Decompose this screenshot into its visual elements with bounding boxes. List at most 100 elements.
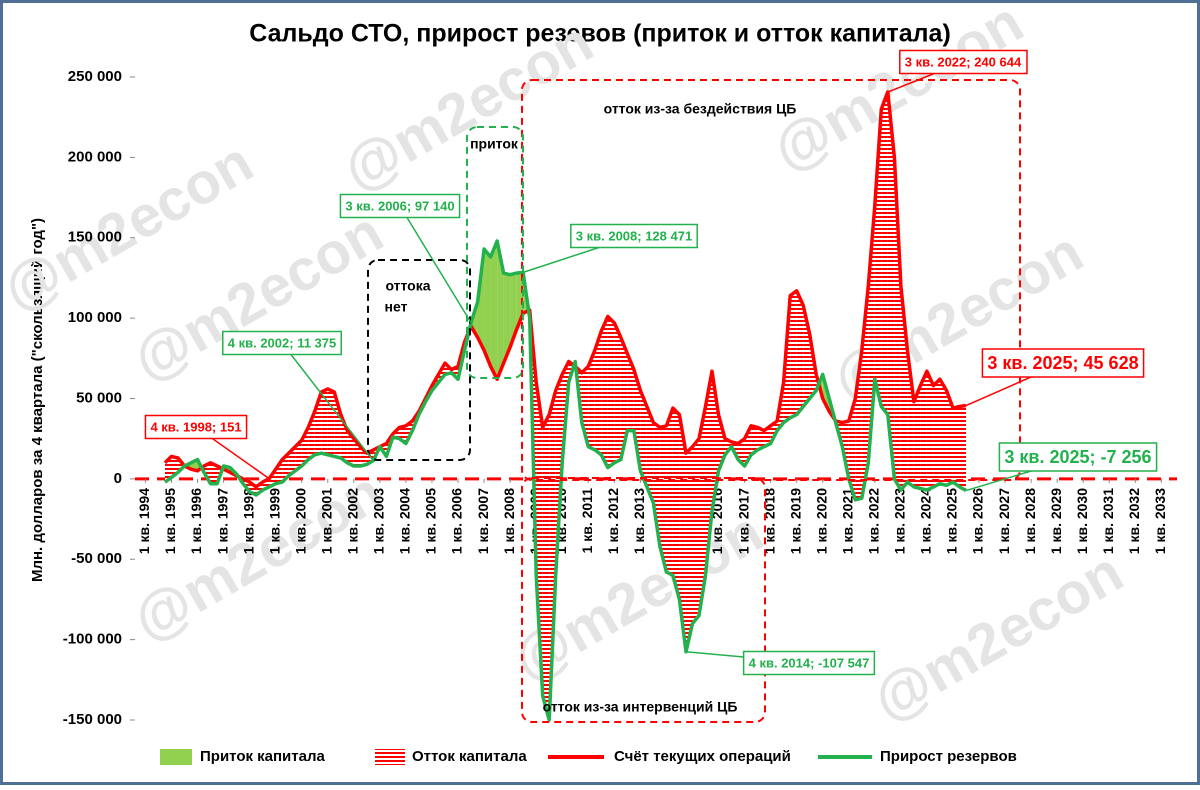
outflow-area (920, 371, 927, 491)
y-tick-label: 100 000 (68, 309, 122, 326)
outflow-area (594, 330, 602, 455)
outflow-area (933, 379, 940, 487)
outflow-area (308, 411, 315, 460)
outflow-area (627, 353, 634, 431)
annotation-leader (399, 205, 472, 324)
outflow-area (620, 337, 628, 460)
outflow-area (913, 385, 921, 489)
region-label: отток из-за бездействия ЦБ (604, 101, 797, 117)
outflow-area (607, 316, 615, 468)
y-tick-label: 150 000 (68, 229, 122, 246)
region-box (466, 126, 524, 379)
outflow-area (894, 157, 901, 491)
outflow-area (588, 350, 595, 450)
annotation: 3 кв. 2025; 45 628 (987, 353, 1138, 373)
outflow-area (907, 350, 914, 487)
x-tick-label: 1 кв. 2006 (449, 488, 465, 554)
x-tick-label: 1 кв. 2020 (813, 488, 829, 554)
annotation-box (339, 193, 461, 219)
legend-swatch (160, 749, 192, 765)
x-tick-label: 1 кв. 2029 (1048, 488, 1064, 554)
outflow-area (601, 316, 608, 468)
inflow-area (484, 249, 491, 367)
inflow-area (490, 240, 498, 380)
annotation: 3 кв. 2008; 128 471 (576, 228, 692, 243)
annotation-box (570, 223, 698, 249)
y-tick-label: -100 000 (63, 631, 122, 648)
y-tick-label: -150 000 (63, 711, 122, 728)
x-tick-label: 1 кв. 2004 (397, 488, 413, 554)
x-tick-label: 1 кв. 2030 (1074, 488, 1090, 554)
region-box (521, 477, 766, 723)
x-tick-label: 1 кв. 2022 (866, 488, 882, 554)
x-tick-label: 1 кв. 2025 (944, 488, 960, 554)
annotation-box (742, 650, 876, 676)
outflow-area (549, 390, 556, 720)
outflow-area (692, 438, 699, 624)
x-tick-label: 1 кв. 2002 (345, 488, 361, 554)
outflow-area (340, 414, 348, 463)
inflow-area (510, 273, 517, 348)
x-tick-label: 1 кв. 2018 (761, 488, 777, 554)
outflow-area (751, 425, 758, 455)
outflow-area (946, 390, 953, 486)
y-axis-title: Млн. долларов за 4 квартала ("скользящий… (29, 218, 46, 582)
annotation-box (981, 348, 1145, 378)
x-tick-label: 1 кв. 2001 (318, 488, 334, 554)
x-tick-label: 1 кв. 2021 (839, 488, 855, 554)
x-tick-label: 1 кв. 2033 (1152, 488, 1168, 554)
x-tick-label: 1 кв. 2008 (501, 488, 517, 554)
x-tick-label: 1 кв. 2011 (579, 488, 595, 554)
outflow-area (327, 388, 335, 457)
outflow-area (698, 406, 706, 616)
region-label: приток (470, 136, 519, 152)
x-tick-label: 1 кв. 2005 (423, 488, 439, 554)
outflow-area (653, 422, 660, 547)
outflow-area (926, 371, 934, 491)
outflow-area (848, 398, 856, 500)
x-tick-label: 1 кв. 2032 (1126, 488, 1142, 554)
x-tick-label: 1 кв. 2017 (735, 488, 751, 554)
y-tick-label: 250 000 (68, 68, 122, 85)
outflow-area (614, 322, 621, 463)
x-tick-label: 1 кв. 2003 (371, 488, 387, 554)
region-label: нет (385, 299, 408, 315)
legend-label: Отток капитала (412, 748, 527, 765)
annotation: 4 кв. 2002; 11 375 (228, 335, 336, 350)
chart-title: Сальдо СТО, прирост резевов (приток и от… (249, 20, 951, 48)
outflow-area (679, 414, 686, 652)
inflow-area (497, 240, 504, 380)
x-tick-label: 1 кв. 1997 (214, 488, 230, 554)
outflow-area (959, 405, 966, 491)
x-tick-label: 1 кв. 1999 (266, 488, 282, 554)
region-label: оттока (385, 278, 430, 294)
outflow-area (275, 459, 283, 484)
legend-swatch (375, 749, 405, 765)
legend-label: Приток капитала (200, 748, 325, 765)
x-tick-label: 1 кв. 2026 (970, 488, 986, 554)
annotation-box (222, 330, 342, 356)
x-tick-label: 1 кв. 2000 (292, 488, 308, 554)
outflow-area (321, 388, 328, 455)
annotation: 3 кв. 2006; 97 140 (345, 198, 454, 213)
annotation: 3 кв. 2022; 240 644 (905, 54, 1022, 69)
outflow-area (334, 392, 341, 458)
x-tick-label: 1 кв. 2027 (996, 488, 1012, 554)
outflow-area (295, 440, 302, 471)
x-tick-label: 1 кв. 1996 (188, 488, 204, 554)
x-tick-label: 1 кв. 1995 (162, 488, 178, 554)
x-tick-label: 1 кв. 1994 (136, 488, 152, 554)
legend-label: Прирост резервов (880, 748, 1017, 765)
outflow-area (939, 379, 947, 486)
y-tick-label: -50 000 (71, 550, 122, 567)
annotation-box (998, 442, 1158, 472)
outflow-area (646, 406, 654, 503)
x-tick-label: 1 кв. 2031 (1100, 488, 1116, 554)
outflow-area (757, 427, 765, 450)
outflow-area (666, 408, 673, 576)
annotation: 3 кв. 2025; -7 256 (1004, 447, 1151, 467)
inflow-area (503, 273, 511, 364)
outflow-area (881, 92, 888, 415)
y-tick-label: 50 000 (76, 389, 122, 406)
